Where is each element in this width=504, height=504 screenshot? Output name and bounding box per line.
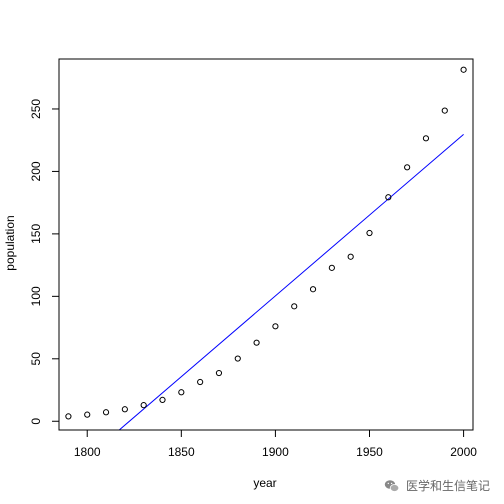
- fit-line: [118, 133, 464, 431]
- x-axis-title: year: [253, 476, 276, 490]
- data-point: [84, 411, 91, 418]
- y-tick-label: 100: [29, 286, 43, 306]
- data-point: [234, 355, 241, 362]
- data-point: [272, 323, 279, 330]
- data-point: [253, 339, 260, 346]
- data-point: [441, 107, 448, 114]
- y-tick-label: 150: [29, 224, 43, 244]
- data-point: [215, 369, 223, 377]
- data-point: [291, 303, 298, 310]
- watermark: 医学和生信笔记: [384, 477, 490, 494]
- data-point: [197, 378, 204, 386]
- x-tick-label: 1900: [262, 445, 289, 459]
- data-point: [347, 253, 354, 260]
- data-point: [140, 402, 147, 409]
- data-point: [121, 406, 128, 413]
- watermark-text: 医学和生信笔记: [405, 479, 490, 493]
- x-tick-label: 1800: [74, 445, 101, 459]
- plot-frame: [58, 58, 474, 431]
- wechat-icon: [384, 479, 400, 492]
- data-point: [65, 413, 72, 420]
- x-tick-label: 1850: [168, 445, 195, 459]
- data-point: [102, 409, 110, 416]
- data-point: [404, 164, 411, 171]
- x-tick-label: 1950: [356, 445, 383, 459]
- y-tick-label: 0: [29, 418, 43, 425]
- x-tick-label: 2000: [450, 445, 477, 459]
- data-point: [385, 194, 392, 201]
- data-point: [178, 389, 185, 396]
- y-tick-label: 250: [29, 99, 43, 119]
- y-axis-title: population: [3, 215, 17, 270]
- data-point: [328, 264, 335, 271]
- data-point: [422, 135, 430, 142]
- data-point: [309, 286, 317, 293]
- data-point: [366, 229, 373, 237]
- data-point: [460, 66, 467, 73]
- y-tick-label: 50: [29, 352, 43, 366]
- y-tick-label: 200: [29, 161, 43, 181]
- data-point: [159, 396, 166, 403]
